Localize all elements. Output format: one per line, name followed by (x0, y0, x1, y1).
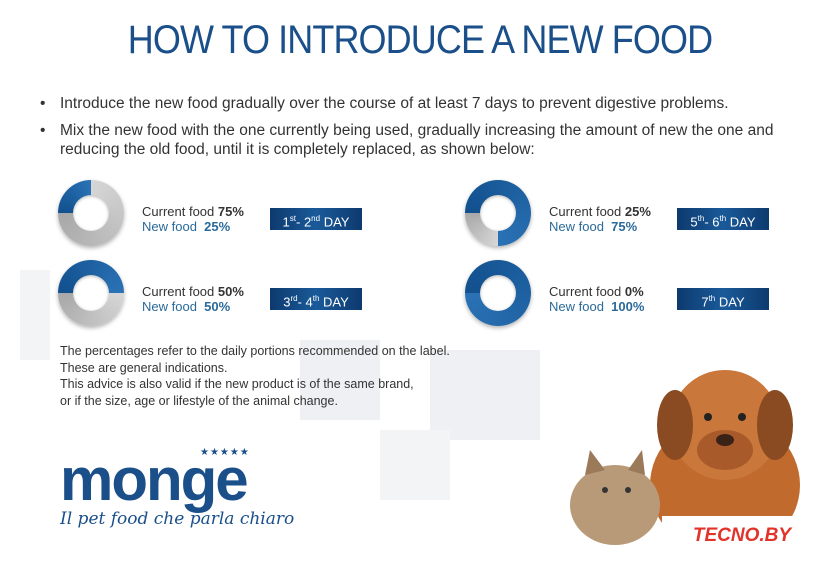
donut-chart (58, 180, 124, 246)
watermark: TECNO.BY (662, 516, 822, 556)
day-badge: 5th- 6th DAY (677, 208, 769, 230)
bullet: Mix the new food with the one currently … (40, 121, 810, 159)
note-line: or if the size, age or lifestyle of the … (60, 393, 338, 408)
current-label: Current food (142, 204, 215, 219)
current-label: Current food (549, 204, 622, 219)
bg-tile (20, 270, 50, 360)
current-value: 0% (624, 284, 644, 299)
note-line: This advice is also valid if the new pro… (60, 377, 414, 391)
day-badge: 3rd- 4th DAY (270, 288, 362, 310)
stars-icon: ★★★★★ (200, 447, 250, 458)
donut-chart (58, 260, 124, 326)
new-value: 75% (611, 219, 638, 234)
step-3: Current food 25% New food 75% 5th- 6th D… (455, 180, 785, 250)
new-value: 50% (204, 299, 231, 314)
new-label: New food (549, 299, 604, 314)
note-line: These are general indications. (60, 360, 228, 375)
puppy-kitten-photo (570, 370, 800, 555)
step-4: Current food 0% New food 100% 7th DAY (455, 260, 785, 330)
logo-tagline: Il pet food che parla chiaro (60, 509, 295, 529)
new-value: 100% (611, 299, 645, 314)
current-value: 50% (217, 284, 244, 299)
step-2: Current food 50% New food 50% 3rd- 4th D… (48, 260, 378, 330)
proportion-label: Current food 0% New food 100% (549, 284, 644, 314)
donut-chart (465, 180, 531, 246)
new-value: 25% (204, 219, 231, 234)
bullet: Introduce the new food gradually over th… (40, 94, 810, 113)
current-label: Current food (142, 284, 215, 299)
donut-chart (465, 260, 531, 326)
new-label: New food (142, 299, 197, 314)
proportion-label: Current food 25% New food 75% (549, 204, 651, 234)
step-1: Current food 75% New food 25% 1st- 2nd D… (48, 180, 378, 250)
page-title: HOW TO INTRODUCE A NEW FOOD (127, 18, 713, 62)
logo-word: monge (60, 446, 249, 513)
new-label: New food (549, 219, 604, 234)
current-value: 75% (217, 204, 244, 219)
current-label: Current food (549, 284, 622, 299)
note-line: The percentages refer to the daily porti… (60, 344, 450, 358)
current-value: 25% (624, 204, 651, 219)
new-label: New food (142, 219, 197, 234)
day-badge: 1st- 2nd DAY (270, 208, 362, 230)
bg-tile (380, 430, 450, 500)
notes: The percentages refer to the daily porti… (60, 343, 450, 409)
bg-tile (430, 350, 540, 440)
bullet-list: Introduce the new food gradually over th… (40, 94, 810, 167)
monge-logo: ★★★★★ monge Il pet food che parla chiaro (60, 446, 295, 529)
proportion-label: Current food 50% New food 50% (142, 284, 244, 314)
proportion-label: Current food 75% New food 25% (142, 204, 244, 234)
bg-tile (300, 340, 380, 420)
day-badge: 7th DAY (677, 288, 769, 310)
